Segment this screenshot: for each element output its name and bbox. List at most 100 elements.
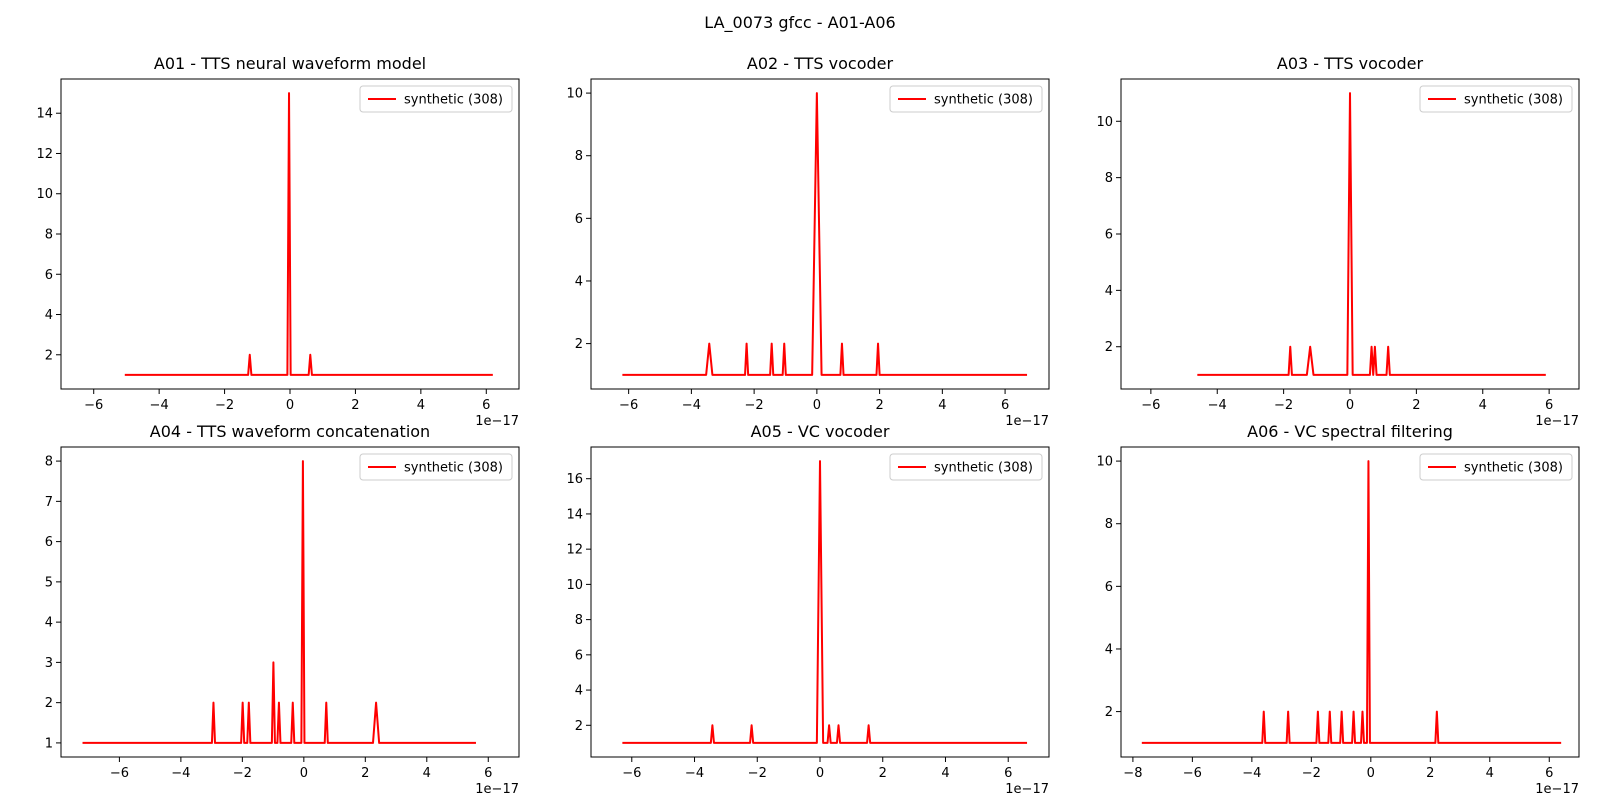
series-line-1 — [622, 460, 1028, 744]
y-tick-label: 7 — [45, 495, 53, 510]
legend-box — [1419, 85, 1573, 113]
x-tick-label: 4 — [417, 398, 425, 413]
y-tick-label: 4 — [1105, 642, 1113, 657]
x-tick-label: 2 — [1412, 398, 1420, 413]
x-tick-label: 0 — [300, 766, 308, 781]
y-tick-label: 8 — [575, 149, 583, 164]
y-tick-label: 6 — [1105, 580, 1113, 595]
y-tick-label: 10 — [36, 187, 53, 202]
x-tick-label: 4 — [941, 766, 949, 781]
legend-label: synthetic (308) — [934, 93, 1033, 108]
y-tick-label: 16 — [566, 472, 583, 487]
x-tick-label: 6 — [1001, 398, 1009, 413]
subplot-1: −6 −4 −2 0 2 4 6 2 4 6 8 10 12 14 1e−17 A01 - TTS neura… — [36, 54, 520, 429]
x-tick-label: 4 — [1486, 766, 1494, 781]
x-tick-label: −8 — [1123, 766, 1142, 781]
x-tick-label: −6 — [1183, 766, 1202, 781]
x-tick-label: −2 — [748, 766, 767, 781]
legend-box — [889, 453, 1043, 481]
x-tick-label: −4 — [150, 398, 169, 413]
y-tick-label: 2 — [1105, 340, 1113, 355]
subplot-5: −6 −4 −2 0 2 4 6 2 4 6 8 10 12 14 16 1e−17 A05 - VC voco… — [566, 422, 1050, 797]
x-tick-label: −6 — [84, 398, 103, 413]
x-tick-label: −6 — [110, 766, 129, 781]
y-tick-label: 10 — [566, 87, 583, 102]
y-tick-label: 4 — [575, 274, 583, 289]
y-tick-label: 4 — [45, 308, 53, 323]
y-tick-label: 4 — [1105, 284, 1113, 299]
x-tick-label: 0 — [813, 398, 821, 413]
subplot-title: A01 - TTS neural waveform model — [154, 54, 426, 73]
y-tick-label: 12 — [36, 147, 53, 162]
y-tick-label: 2 — [575, 337, 583, 352]
y-tick-label: 6 — [45, 535, 53, 550]
legend-box — [359, 85, 513, 113]
x-tick-label: 6 — [1004, 766, 1012, 781]
x-offset-label: 1e−17 — [1005, 414, 1049, 429]
x-tick-label: 2 — [361, 766, 369, 781]
subplot-6: −8 −6 −4 −2 0 2 4 6 2 4 6 8 10 1e−17 A06 - VC spectral… — [1096, 422, 1580, 797]
x-tick-label: −6 — [1141, 398, 1160, 413]
x-tick-label: 6 — [484, 766, 492, 781]
y-tick-label: 5 — [45, 575, 53, 590]
x-offset-label: 1e−17 — [475, 414, 519, 429]
x-tick-label: 6 — [482, 398, 490, 413]
legend-label: synthetic (308) — [404, 93, 503, 108]
legend-box — [889, 85, 1043, 113]
y-tick-label: 1 — [45, 736, 53, 751]
x-tick-label: −2 — [745, 398, 764, 413]
x-tick-label: 0 — [1367, 766, 1375, 781]
series-line-1 — [82, 460, 476, 744]
y-tick-label: 2 — [575, 719, 583, 734]
x-tick-label: −4 — [685, 766, 704, 781]
y-tick-label: 2 — [45, 348, 53, 363]
y-tick-label: 14 — [566, 507, 583, 522]
y-tick-label: 6 — [575, 648, 583, 663]
subplot-title: A05 - VC vocoder — [751, 422, 890, 441]
x-tick-label: 4 — [423, 766, 431, 781]
x-tick-label: 0 — [816, 766, 824, 781]
x-tick-label: −2 — [1302, 766, 1321, 781]
y-tick-label: 2 — [45, 696, 53, 711]
axes-frame — [590, 78, 1050, 390]
legend-label: synthetic (308) — [404, 461, 503, 476]
x-tick-label: 2 — [351, 398, 359, 413]
x-tick-label: 4 — [938, 398, 946, 413]
x-offset-label: 1e−17 — [1005, 782, 1049, 797]
subplot-title: A04 - TTS waveform concatenation — [150, 422, 430, 441]
series-line-1 — [124, 92, 493, 376]
x-tick-label: −6 — [619, 398, 638, 413]
y-tick-label: 12 — [566, 543, 583, 558]
x-offset-label: 1e−17 — [475, 782, 519, 797]
y-tick-label: 10 — [566, 578, 583, 593]
legend-label: synthetic (308) — [934, 461, 1033, 476]
y-tick-label: 8 — [45, 455, 53, 470]
x-offset-label: 1e−17 — [1535, 414, 1579, 429]
legend-box — [1419, 453, 1573, 481]
series-line-1 — [1197, 92, 1546, 376]
x-tick-label: −4 — [682, 398, 701, 413]
series-line-1 — [1141, 460, 1562, 744]
x-tick-label: 6 — [1545, 766, 1553, 781]
x-tick-label: −2 — [1274, 398, 1293, 413]
y-tick-label: 2 — [1105, 705, 1113, 720]
y-tick-label: 6 — [1105, 228, 1113, 243]
legend-label: synthetic (308) — [1464, 93, 1563, 108]
x-tick-label: 2 — [879, 766, 887, 781]
y-tick-label: 10 — [1096, 115, 1113, 130]
x-tick-label: 0 — [1346, 398, 1354, 413]
axes-frame — [1120, 446, 1580, 758]
x-tick-label: −4 — [171, 766, 190, 781]
series-line-1 — [622, 92, 1028, 376]
figure-suptitle: LA_0073 gfcc - A01-A06 — [704, 13, 896, 32]
subplot-title: A03 - TTS vocoder — [1277, 54, 1424, 73]
y-tick-label: 3 — [45, 656, 53, 671]
y-tick-label: 6 — [45, 268, 53, 283]
y-tick-label: 8 — [1105, 171, 1113, 186]
axes-frame — [60, 446, 520, 758]
y-tick-label: 8 — [1105, 517, 1113, 532]
x-tick-label: −2 — [215, 398, 234, 413]
x-tick-label: 2 — [1426, 766, 1434, 781]
subplot-3: −6 −4 −2 0 2 4 6 2 4 6 8 10 1e−17 A03 - TTS vocoder sy… — [1096, 54, 1580, 429]
